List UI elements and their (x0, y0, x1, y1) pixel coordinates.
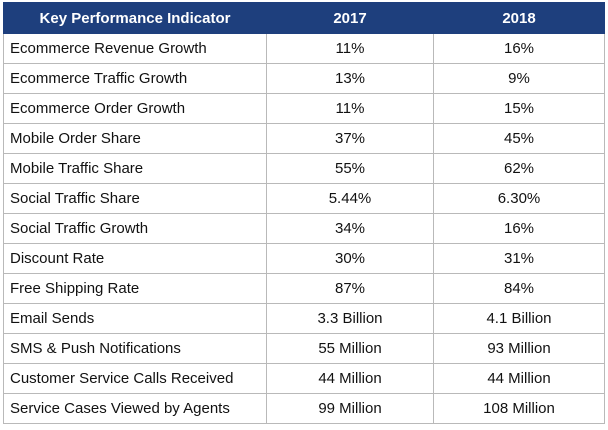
kpi-value: 31% (433, 243, 605, 274)
kpi-value: 16% (433, 33, 605, 64)
kpi-name: Email Sends (3, 303, 267, 334)
kpi-value: 3.3 Billion (266, 303, 434, 334)
kpi-value: 55% (266, 153, 434, 184)
table-row: Ecommerce Revenue Growth 11% 16% (3, 33, 605, 64)
kpi-value: 84% (433, 273, 605, 304)
kpi-name: Mobile Traffic Share (3, 153, 267, 184)
kpi-value: 11% (266, 93, 434, 124)
table-row: Ecommerce Order Growth 11% 15% (3, 93, 605, 124)
kpi-name: Social Traffic Share (3, 183, 267, 214)
kpi-name: Ecommerce Traffic Growth (3, 63, 267, 94)
kpi-value: 13% (266, 63, 434, 94)
table-body: Ecommerce Revenue Growth 11% 16% Ecommerce … (3, 33, 605, 424)
kpi-value: 9% (433, 63, 605, 94)
table-row: Social Traffic Growth 34% 16% (3, 213, 605, 244)
table-row: Email Sends 3.3 Billion 4.1 Billion (3, 303, 605, 334)
kpi-value: 108 Million (433, 393, 605, 424)
table-row: Discount Rate 30% 31% (3, 243, 605, 274)
kpi-name: Social Traffic Growth (3, 213, 267, 244)
kpi-value: 93 Million (433, 333, 605, 364)
kpi-value: 34% (266, 213, 434, 244)
kpi-value: 99 Million (266, 393, 434, 424)
kpi-value: 45% (433, 123, 605, 154)
table-row: Social Traffic Share 5.44% 6.30% (3, 183, 605, 214)
table-row: Mobile Order Share 37% 45% (3, 123, 605, 154)
kpi-name: Discount Rate (3, 243, 267, 274)
kpi-value: 55 Million (266, 333, 434, 364)
kpi-value: 87% (266, 273, 434, 304)
kpi-value: 37% (266, 123, 434, 154)
header-cell: Key Performance Indicator (3, 2, 267, 34)
kpi-value: 11% (266, 33, 434, 64)
table-row: Ecommerce Traffic Growth 13% 9% (3, 63, 605, 94)
kpi-value: 44 Million (266, 363, 434, 394)
kpi-name: Free Shipping Rate (3, 273, 267, 304)
table-row: SMS & Push Notifications 55 Million 93 Mil… (3, 333, 605, 364)
kpi-value: 62% (433, 153, 605, 184)
table-row: Mobile Traffic Share 55% 62% (3, 153, 605, 184)
kpi-name: Ecommerce Revenue Growth (3, 33, 267, 64)
kpi-value: 5.44% (266, 183, 434, 214)
kpi-name: Mobile Order Share (3, 123, 267, 154)
kpi-name: Customer Service Calls Received (3, 363, 267, 394)
kpi-value: 44 Million (433, 363, 605, 394)
kpi-value: 4.1 Billion (433, 303, 605, 334)
kpi-value: 30% (266, 243, 434, 274)
kpi-name: Service Cases Viewed by Agents (3, 393, 267, 424)
kpi-name: Ecommerce Order Growth (3, 93, 267, 124)
kpi-value: 16% (433, 213, 605, 244)
kpi-value: 15% (433, 93, 605, 124)
kpi-name: SMS & Push Notifications (3, 333, 267, 364)
header-cell: 2017 (266, 2, 434, 34)
table-row: Free Shipping Rate 87% 84% (3, 273, 605, 304)
kpi-value: 6.30% (433, 183, 605, 214)
table-row: Service Cases Viewed by Agents 99 Million… (3, 393, 605, 424)
header-cell: 2018 (433, 2, 605, 34)
table-row: Customer Service Calls Received 44 Millio… (3, 363, 605, 394)
kpi-table: Key Performance Indicator 2017 2018 Ecomme… (3, 2, 605, 424)
header-row: Key Performance Indicator 2017 2018 (3, 2, 605, 34)
